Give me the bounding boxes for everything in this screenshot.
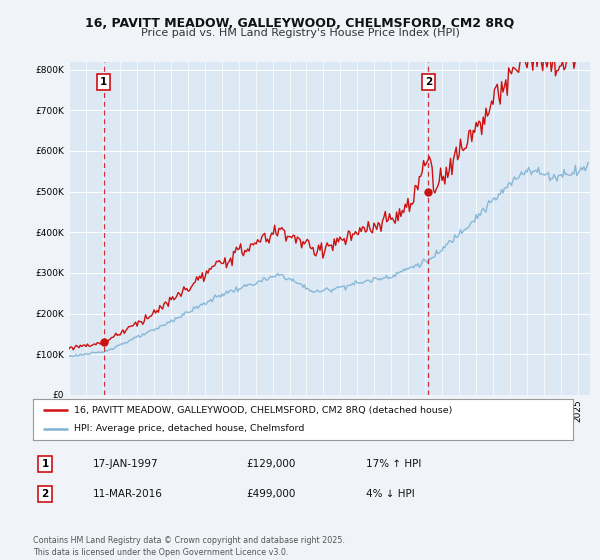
Text: 1: 1 [41,459,49,469]
Text: 2: 2 [41,489,49,499]
Text: 16, PAVITT MEADOW, GALLEYWOOD, CHELMSFORD, CM2 8RQ: 16, PAVITT MEADOW, GALLEYWOOD, CHELMSFOR… [85,17,515,30]
Text: £129,000: £129,000 [246,459,295,469]
Text: HPI: Average price, detached house, Chelmsford: HPI: Average price, detached house, Chel… [74,424,304,433]
Text: Contains HM Land Registry data © Crown copyright and database right 2025.
This d: Contains HM Land Registry data © Crown c… [33,536,345,557]
Text: £499,000: £499,000 [246,489,295,499]
Text: 4% ↓ HPI: 4% ↓ HPI [366,489,415,499]
Text: Price paid vs. HM Land Registry's House Price Index (HPI): Price paid vs. HM Land Registry's House … [140,28,460,38]
Text: 11-MAR-2016: 11-MAR-2016 [93,489,163,499]
Text: 17% ↑ HPI: 17% ↑ HPI [366,459,421,469]
Text: 2: 2 [425,77,432,87]
Text: 16, PAVITT MEADOW, GALLEYWOOD, CHELMSFORD, CM2 8RQ (detached house): 16, PAVITT MEADOW, GALLEYWOOD, CHELMSFOR… [74,405,452,414]
Text: 17-JAN-1997: 17-JAN-1997 [93,459,158,469]
Text: 1: 1 [100,77,107,87]
